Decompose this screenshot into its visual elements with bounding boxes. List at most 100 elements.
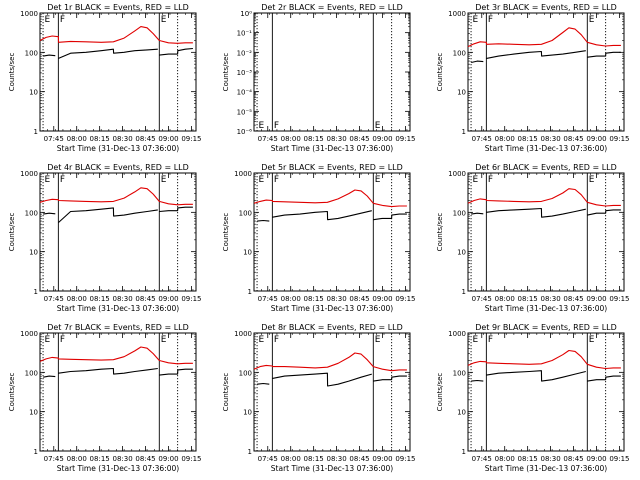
x-axis-label: Start Time (31-Dec-13 07:36:00): [57, 144, 179, 153]
chart-panel-8: Det 8r BLACK = Events, RED = LLD 1 10 100 10…: [222, 323, 416, 473]
chart-title: Det 7r BLACK = Events, RED = LLD: [47, 323, 189, 332]
x-tick-label: 08:15: [304, 295, 324, 303]
y-tick-label: 1000: [234, 170, 252, 178]
lld-series-line: [39, 346, 193, 365]
x-axis-label: Start Time (31-Dec-13 07:36:00): [271, 464, 393, 473]
x-tick-label: 08:15: [518, 295, 538, 303]
y-tick-label: 100: [453, 369, 466, 377]
y-axis-label: Counts/sec: [8, 53, 16, 92]
y-tick-label: 10⁻⁴: [237, 89, 253, 97]
plot-frame: [39, 332, 197, 452]
x-tick-label: 08:45: [563, 455, 583, 463]
y-tick-label: 1000: [448, 330, 466, 338]
event-marker-label: E: [45, 15, 51, 25]
x-tick-label: 09:15: [181, 295, 201, 303]
events-series-line: [471, 50, 621, 64]
x-tick-label: 09:00: [586, 455, 606, 463]
chart-panel-5: Det 5r BLACK = Events, RED = LLD 1 10 100 10…: [222, 163, 416, 313]
plot-frame: [39, 12, 197, 132]
event-marker-label: E: [45, 335, 51, 345]
chart-title: Det 8r BLACK = Events, RED = LLD: [261, 323, 403, 332]
y-tick-label: 10: [243, 249, 252, 257]
x-tick-label: 08:45: [349, 295, 369, 303]
event-marker-label: F: [60, 335, 65, 345]
x-tick-label: 08:45: [349, 135, 369, 143]
y-axis-label: Counts/sec: [222, 373, 230, 412]
y-tick-label: 1000: [448, 10, 466, 18]
plot-frame: [39, 172, 197, 292]
x-tick-label: 07:45: [44, 295, 64, 303]
y-tick-label: 1: [462, 448, 466, 456]
x-tick-label: 07:45: [44, 455, 64, 463]
y-tick-label: 100: [239, 209, 252, 217]
y-tick-label: 100: [25, 369, 38, 377]
chart-title: Det 3r BLACK = Events, RED = LLD: [475, 3, 617, 12]
x-tick-label: 08:00: [495, 455, 515, 463]
y-axis-label: Counts/sec: [436, 213, 444, 252]
x-tick-label: 08:15: [90, 135, 110, 143]
x-axis-label: Start Time (31-Dec-13 07:36:00): [57, 464, 179, 473]
event-marker-label: F: [60, 15, 65, 25]
plot-frame: [467, 332, 625, 452]
y-tick-label: 1000: [448, 170, 466, 178]
y-tick-label: 10: [243, 409, 252, 417]
lld-series-line: [467, 188, 621, 207]
x-tick-label: 09:00: [586, 295, 606, 303]
y-axis-label: Counts/sec: [8, 213, 16, 252]
x-tick-label: 08:15: [90, 455, 110, 463]
y-tick-label: 100: [25, 49, 38, 57]
x-tick-label: 08:45: [563, 295, 583, 303]
chart-title: Det 4r BLACK = Events, RED = LLD: [47, 163, 189, 172]
lld-series-line: [467, 27, 621, 48]
y-tick-label: 1000: [20, 330, 38, 338]
plot-frame: [253, 172, 411, 292]
x-tick-label: 07:45: [258, 135, 278, 143]
x-tick-label: 08:00: [67, 455, 87, 463]
chart-title: Det 2r BLACK = Events, RED = LLD: [261, 3, 403, 12]
events-series-line: [471, 207, 621, 218]
x-tick-label: 08:00: [281, 455, 301, 463]
event-marker-label: E: [259, 335, 265, 345]
y-tick-label: 1000: [20, 10, 38, 18]
x-tick-label: 09:00: [586, 135, 606, 143]
x-tick-label: 07:45: [44, 135, 64, 143]
x-tick-label: 08:30: [540, 295, 560, 303]
event-marker-label: E: [161, 335, 167, 345]
x-axis-label: Start Time (31-Dec-13 07:36:00): [271, 144, 393, 153]
y-tick-label: 1: [34, 288, 38, 296]
plot-frame: [467, 12, 625, 132]
x-tick-label: 07:45: [472, 455, 492, 463]
x-tick-label: 08:00: [281, 135, 301, 143]
y-tick-label: 100: [25, 209, 38, 217]
chart-panel-6: Det 6r BLACK = Events, RED = LLD 1 10 100 10…: [436, 163, 630, 313]
x-tick-label: 08:15: [304, 135, 324, 143]
event-marker-label: F: [488, 15, 493, 25]
chart-title: Det 1r BLACK = Events, RED = LLD: [47, 3, 189, 12]
x-axis-label: Start Time (31-Dec-13 07:36:00): [485, 144, 607, 153]
event-marker-label: E: [45, 175, 51, 185]
x-tick-label: 08:45: [135, 295, 155, 303]
event-marker-label: F: [488, 335, 493, 345]
y-axis-label: Counts/sec: [436, 53, 444, 92]
x-tick-label: 09:00: [372, 295, 392, 303]
plot-frame: [467, 172, 625, 292]
x-tick-label: 09:00: [372, 135, 392, 143]
x-tick-label: 08:30: [112, 295, 132, 303]
x-tick-label: 08:00: [281, 295, 301, 303]
lld-series-line: [39, 187, 193, 206]
x-tick-label: 08:30: [540, 135, 560, 143]
event-marker-label: E: [589, 15, 595, 25]
x-tick-label: 09:00: [372, 455, 392, 463]
event-marker-label: F: [274, 121, 279, 131]
x-tick-label: 09:15: [609, 295, 629, 303]
x-tick-label: 09:15: [181, 135, 201, 143]
y-tick-label: 100: [239, 369, 252, 377]
x-tick-label: 07:45: [472, 295, 492, 303]
event-marker-label: E: [259, 121, 265, 131]
x-tick-label: 08:30: [112, 455, 132, 463]
x-axis-label: Start Time (31-Dec-13 07:36:00): [57, 304, 179, 313]
chart-panel-3: Det 3r BLACK = Events, RED = LLD 1 10 100 10…: [436, 3, 630, 153]
x-tick-label: 08:45: [563, 135, 583, 143]
x-tick-label: 08:30: [540, 455, 560, 463]
